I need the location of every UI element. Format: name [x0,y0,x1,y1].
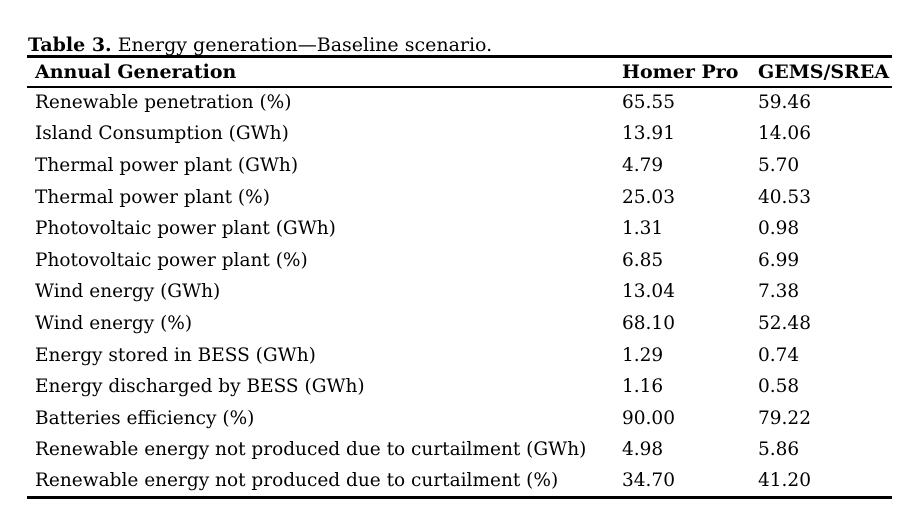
metric-cell: Photovoltaic power plant (%) [35,249,308,271]
metric-cell: Energy discharged by BESS (GWh) [35,376,365,398]
homer-pro-cell: 1.29 [622,344,664,366]
table-row: Photovoltaic power plant (%) 6.85 6.99 [27,244,892,276]
homer-pro-cell: 65.55 [622,92,675,114]
gems-srea-cell: 5.86 [758,439,800,461]
gems-srea-cell: 0.58 [758,376,800,398]
metric-cell: Thermal power plant (GWh) [35,154,299,176]
gems-srea-cell: 0.74 [758,344,800,366]
metric-cell: Renewable energy not produced due to cur… [35,470,559,492]
table-row: Wind energy (GWh) 13.04 7.38 [27,276,892,308]
gems-srea-cell: 79.22 [758,407,811,429]
table-row: Batteries efficiency (%) 90.00 79.22 [27,402,892,434]
table-caption-text: Energy generation—Baseline scenario. [117,34,493,56]
metric-cell: Photovoltaic power plant (GWh) [35,218,336,240]
gems-srea-cell: 7.38 [758,281,800,303]
energy-generation-table: Annual Generation Homer Pro GEMS/SREA Re… [27,55,892,499]
metric-cell: Batteries efficiency (%) [35,407,255,429]
homer-pro-cell: 1.16 [622,376,664,398]
column-header-annual-generation: Annual Generation [27,56,622,88]
metric-cell: Renewable energy not produced due to cur… [35,439,587,461]
table-row: Energy stored in BESS (GWh) 1.29 0.74 [27,339,892,371]
column-header-gems-srea: GEMS/SREA [758,56,892,88]
metric-cell: Renewable penetration (%) [35,92,292,114]
metric-cell: Island Consumption (GWh) [35,123,289,145]
table-row: Wind energy (%) 68.10 52.48 [27,308,892,340]
homer-pro-cell: 13.04 [622,281,675,303]
homer-pro-cell: 90.00 [622,407,675,429]
table-caption-label: Table 3. [28,34,112,56]
table-caption: Table 3. Energy generation—Baseline scena… [28,33,492,57]
table-row: Thermal power plant (%) 25.03 40.53 [27,181,892,213]
gems-srea-cell: 41.20 [758,470,811,492]
gems-srea-cell: 40.53 [758,186,811,208]
metric-cell: Thermal power plant (%) [35,186,270,208]
table-row: Photovoltaic power plant (GWh) 1.31 0.98 [27,213,892,245]
metric-cell: Wind energy (%) [35,312,193,334]
table-row: Thermal power plant (GWh) 4.79 5.70 [27,150,892,182]
metric-cell: Energy stored in BESS (GWh) [35,344,316,366]
gems-srea-cell: 0.98 [758,218,800,240]
homer-pro-cell: 4.98 [622,439,664,461]
table-row: Renewable energy not produced due to cur… [27,466,892,498]
homer-pro-cell: 34.70 [622,470,675,492]
metric-cell: Wind energy (GWh) [35,281,221,303]
gems-srea-cell: 14.06 [758,123,811,145]
table-body: Renewable penetration (%) 65.55 59.46 Islan… [27,87,892,498]
column-header-homer-pro: Homer Pro [622,56,758,88]
gems-srea-cell: 59.46 [758,92,811,114]
homer-pro-cell: 25.03 [622,186,675,208]
homer-pro-cell: 68.10 [622,312,675,334]
gems-srea-cell: 52.48 [758,312,811,334]
homer-pro-cell: 13.91 [622,123,675,145]
gems-srea-cell: 5.70 [758,154,800,176]
table-row: Energy discharged by BESS (GWh) 1.16 0.58 [27,371,892,403]
homer-pro-cell: 4.79 [622,154,664,176]
table-row: Island Consumption (GWh) 13.91 14.06 [27,118,892,150]
homer-pro-cell: 6.85 [622,249,664,271]
homer-pro-cell: 1.31 [622,218,664,240]
gems-srea-cell: 6.99 [758,249,800,271]
table-header-row: Annual Generation Homer Pro GEMS/SREA [27,56,892,88]
table-row: Renewable penetration (%) 65.55 59.46 [27,87,892,119]
table-row: Renewable energy not produced due to cur… [27,434,892,466]
